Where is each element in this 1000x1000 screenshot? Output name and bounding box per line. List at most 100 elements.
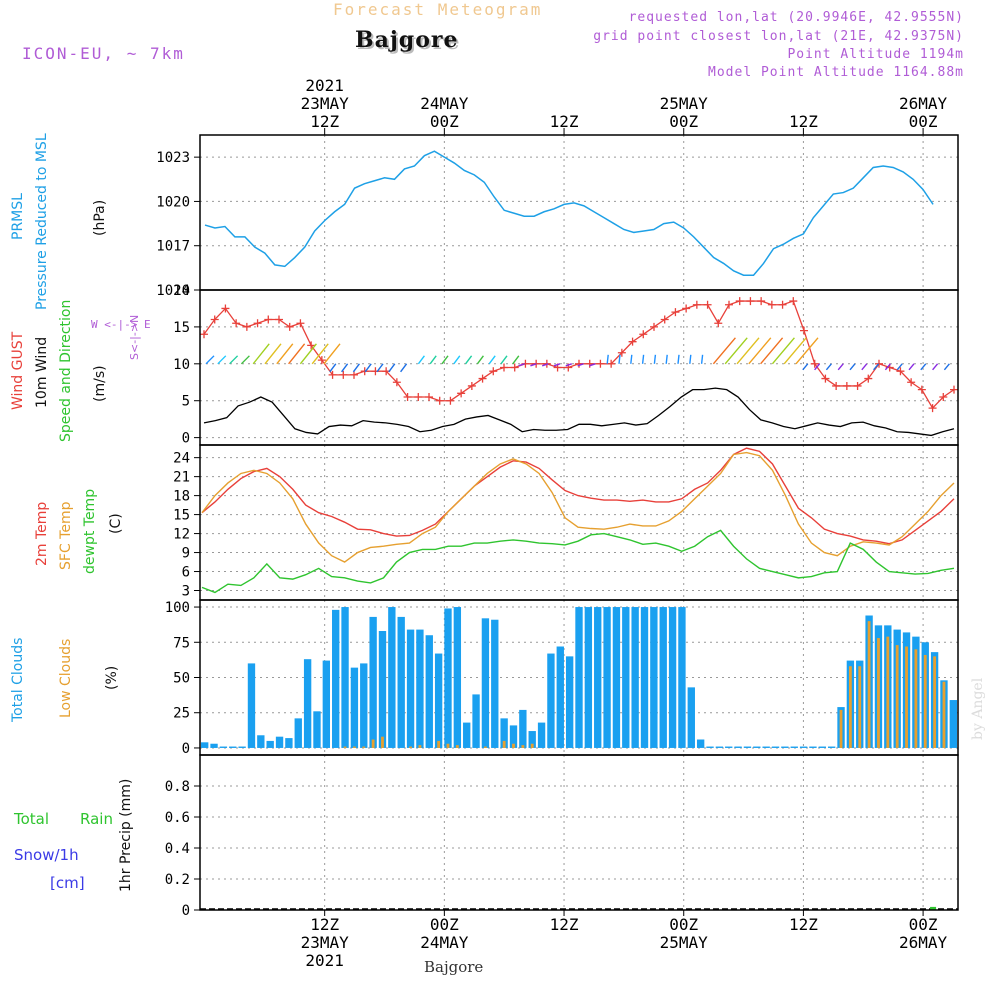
precip-total-label: Total	[14, 810, 50, 828]
wind-direction-arrow	[689, 354, 692, 364]
temp-2m-line	[201, 447, 955, 545]
pressure-line	[204, 150, 934, 276]
wind-direction-arrow	[252, 343, 270, 365]
low-cloud-bar	[512, 743, 515, 748]
wind-direction-arrow	[288, 343, 306, 365]
rain-bar	[930, 906, 937, 910]
y-tick-label: 50	[173, 671, 190, 687]
total-cloud-bar	[434, 653, 443, 748]
y-tick-label: 24	[173, 451, 190, 467]
total-cloud-bar	[790, 746, 798, 748]
total-cloud-bar	[491, 619, 499, 748]
wind-direction-arrow	[553, 363, 561, 367]
top-time-label: 12Z	[789, 112, 818, 131]
bottom-time-label: 25MAY	[660, 933, 709, 952]
gust-point	[864, 374, 873, 383]
model-altitude: Model Point Altitude 1164.88m	[708, 65, 964, 80]
gust-point	[725, 300, 733, 309]
low-cloud-bar	[502, 740, 506, 748]
top-time-label: 2021	[305, 76, 344, 95]
wind-direction-arrow	[736, 337, 760, 365]
total-cloud-bar	[696, 739, 705, 748]
total-cloud-bar	[453, 607, 462, 748]
gust-point	[810, 359, 819, 368]
gust-point	[478, 374, 487, 383]
wind-direction-arrow	[541, 363, 549, 367]
gust-point	[328, 370, 337, 379]
y-tick-label: 15	[173, 508, 190, 524]
total-cloud-bar	[350, 667, 359, 748]
wind-direction-arrow	[323, 343, 341, 365]
total-cloud-bar	[659, 607, 667, 748]
total-cloud-bar	[771, 746, 780, 748]
wind-line	[203, 387, 955, 437]
wind-direction-arrow	[565, 363, 573, 367]
gust-point	[585, 359, 594, 368]
gust-point	[414, 393, 423, 402]
top-time-label: 25MAY	[660, 94, 709, 113]
y-tick-label: 0	[182, 741, 190, 757]
top-time-label: 24MAY	[420, 94, 469, 113]
low-cloud-bar	[942, 681, 946, 748]
total-cloud-bar	[472, 694, 480, 748]
wind-direction-arrow	[825, 363, 832, 371]
total-cloud-bar	[388, 607, 396, 748]
y-tick-label: 0.2	[165, 872, 190, 888]
gust-point	[682, 304, 691, 313]
wind-direction-arrow	[229, 355, 239, 365]
wind-direction-arrow	[700, 354, 704, 364]
top-time-label: 00Z	[669, 112, 698, 131]
gust-point	[767, 300, 776, 309]
y-tick-label: 0.4	[165, 841, 190, 857]
total-cloud-bar	[827, 746, 836, 748]
precip-rain-label: Rain	[80, 810, 113, 828]
low-cloud-bar	[895, 645, 899, 748]
low-cloud-bar	[848, 666, 852, 748]
wind-direction-arrow	[388, 363, 396, 373]
wind-direction-arrow	[240, 355, 250, 365]
low-cloud-bar	[437, 740, 441, 748]
gust-point	[650, 322, 658, 331]
total-cloud-bar	[444, 608, 452, 748]
wind-direction-arrow	[849, 363, 856, 371]
wind-direction-arrow	[465, 355, 473, 365]
y-tick-label: 9	[182, 546, 190, 562]
gust-point	[403, 393, 412, 402]
gust-point	[853, 381, 862, 390]
total-cloud-bar	[519, 709, 527, 748]
bottom-time-label: 12Z	[789, 915, 818, 934]
total-cloud-bar	[762, 746, 770, 748]
gust-point	[275, 315, 283, 324]
requested-coords: requested lon,lat (20.9946E, 42.9555N)	[628, 10, 964, 25]
total-cloud-bar	[481, 618, 490, 748]
low-cloud-bar	[362, 746, 366, 748]
total-cloud-bar	[416, 629, 424, 748]
wind-direction-arrow	[400, 363, 408, 373]
low-cloud-bar	[886, 636, 890, 748]
wind-direction-arrow	[932, 363, 939, 371]
gust-point	[350, 370, 358, 379]
wind-direction-arrow	[364, 363, 372, 373]
wind-direction-arrow	[276, 343, 294, 365]
total-cloud-bar	[285, 738, 293, 748]
total-cloud-bar	[406, 629, 415, 748]
gust-point	[628, 337, 637, 346]
total-cloud-bar	[668, 607, 677, 748]
wind-direction-arrow	[376, 363, 384, 373]
low-cloud-bar	[353, 746, 356, 748]
wind-direction-arrow	[264, 343, 282, 365]
total-cloud-bar	[547, 653, 555, 748]
y-tick-label: 0	[182, 431, 190, 447]
bottom-time-label: 26MAY	[899, 933, 948, 952]
wind-direction-arrow	[771, 337, 795, 365]
wind-direction-arrow	[920, 363, 927, 371]
total-cloud-bar	[650, 607, 658, 748]
y-tick-label: 1017	[156, 239, 190, 255]
low-cloud-bar	[521, 745, 525, 748]
wind-direction-arrow	[748, 337, 772, 365]
total-cloud-bar	[809, 746, 817, 748]
low-cloud-bar	[381, 736, 384, 748]
total-cloud-bar	[715, 746, 724, 748]
bottom-time-label: 12Z	[550, 915, 579, 934]
